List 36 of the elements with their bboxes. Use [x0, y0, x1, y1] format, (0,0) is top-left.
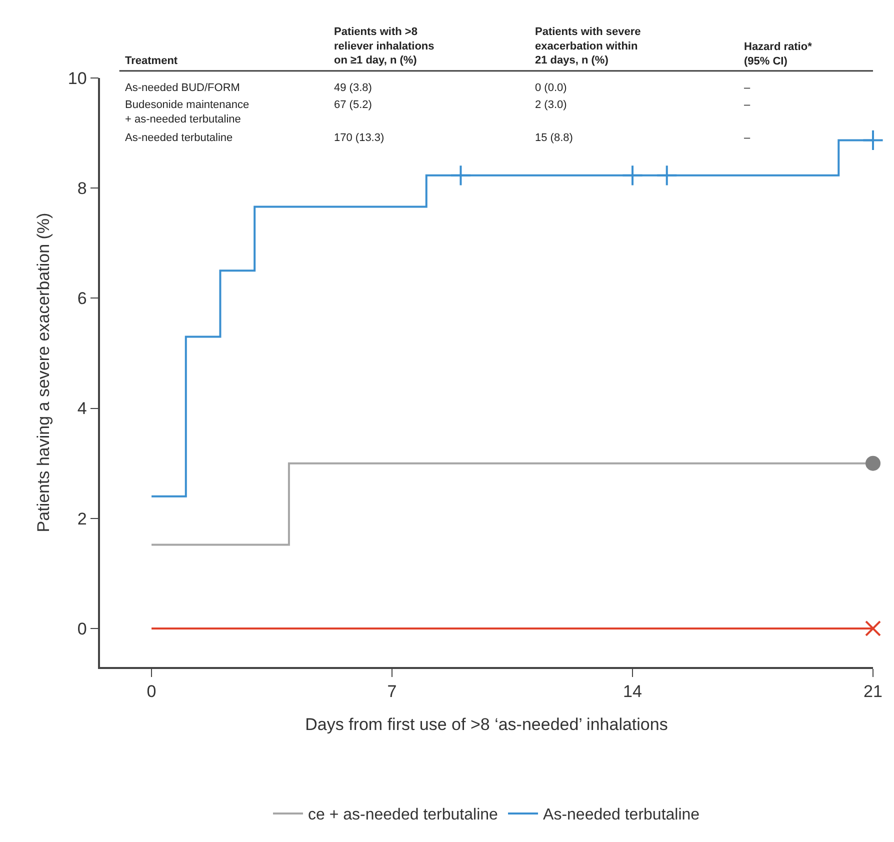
- annotation: As-needed BUD/FORM: [125, 82, 240, 94]
- legend-label: As-needed terbutaline: [543, 806, 700, 824]
- point: [866, 456, 880, 471]
- legend-label: ce + as-needed terbutaline: [308, 806, 498, 824]
- text: Treatment: [125, 55, 178, 67]
- point: [656, 164, 678, 186]
- y-tick-label: 4: [77, 399, 87, 418]
- annotation: 0 (0.0): [535, 82, 567, 94]
- annotation: 15 (8.8): [535, 132, 573, 144]
- y-tick-label: 0: [77, 619, 87, 638]
- annotation: 2 (3.0): [535, 99, 567, 111]
- annotation: 49 (3.8): [334, 82, 372, 94]
- point: [865, 620, 881, 636]
- annotation: –: [744, 99, 751, 111]
- annotation: Budesonide maintenance + as-needed terbutaline: [125, 99, 250, 126]
- annotation: As-needed terbutaline: [125, 132, 233, 144]
- text: Hazard ratio* (95% CI): [744, 41, 813, 68]
- x-tick-label: 0: [146, 682, 156, 702]
- y-tick-label: 8: [77, 179, 87, 198]
- y-tick-label: 10: [68, 68, 87, 88]
- x-tick-label: 21: [864, 682, 882, 702]
- point: [450, 164, 472, 186]
- point: [622, 164, 644, 186]
- text: Patients with severe exacerbation within 21 days, n (%): [535, 26, 641, 67]
- x-axis-title: Days from first use of >8 ‘as-needed’ inhalations: [305, 715, 668, 734]
- annotation: –: [744, 82, 751, 94]
- y-tick-label: 2: [77, 509, 87, 528]
- y-tick-label: 6: [77, 289, 87, 308]
- point: [862, 129, 884, 151]
- annotation: –: [744, 132, 751, 144]
- annotation: 170 (13.3): [334, 132, 384, 144]
- annotation: 67 (5.2): [334, 99, 372, 111]
- x-tick-label: 7: [387, 682, 397, 702]
- x-tick-label: 14: [623, 682, 642, 702]
- text: Patients with >8 reliever inhalations on ≥1 day, n (%): [334, 26, 434, 67]
- y-axis-title: Patients having a severe exacerbation (%): [34, 212, 53, 532]
